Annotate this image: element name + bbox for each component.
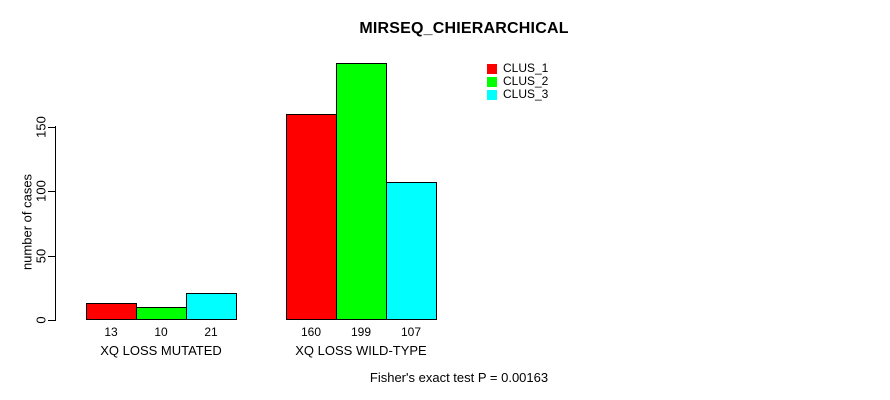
y-tick-label: 0 <box>33 316 49 324</box>
legend-item: CLUS_2 <box>487 75 548 88</box>
legend: CLUS_1 CLUS_2 CLUS_3 <box>487 62 548 101</box>
y-tick-label: 150 <box>33 116 49 138</box>
legend-swatch-clus_3 <box>487 89 497 100</box>
bar-clus_3-group1 <box>186 293 237 320</box>
legend-item: CLUS_3 <box>487 88 548 101</box>
bar-clus_2-group1 <box>136 307 187 320</box>
legend-label: CLUS_3 <box>503 87 549 101</box>
y-axis-tick <box>48 256 55 257</box>
legend-swatch-clus_2 <box>487 76 497 87</box>
bar-clus_1-group1 <box>86 303 137 320</box>
bar-value-label: 107 <box>400 325 422 339</box>
y-axis-tick <box>48 127 55 128</box>
legend-item: CLUS_1 <box>487 62 548 75</box>
x-category-label: XQ LOSS MUTATED <box>100 343 222 358</box>
y-axis-line <box>55 126 56 321</box>
chart-title: MIRSEQ_CHIERARCHICAL <box>359 20 569 37</box>
y-axis-tick <box>48 320 55 321</box>
y-tick-label: 100 <box>33 180 49 202</box>
legend-label: CLUS_1 <box>503 61 549 75</box>
bar-value-label: 13 <box>104 325 118 339</box>
bar-value-label: 10 <box>154 325 168 339</box>
legend-label: CLUS_2 <box>503 74 549 88</box>
bar-value-label: 21 <box>204 325 218 339</box>
bar-clus_2-group2 <box>336 63 387 320</box>
x-category-label: XQ LOSS WILD-TYPE <box>295 343 427 358</box>
y-axis-tick <box>48 191 55 192</box>
bar-clus_1-group2 <box>286 114 337 320</box>
bar-value-label: 199 <box>350 325 372 339</box>
y-tick-label: 50 <box>33 248 49 264</box>
legend-swatch-clus_1 <box>487 63 497 74</box>
bar-clus_3-group2 <box>386 182 437 320</box>
footnote: Fisher's exact test P = 0.00163 <box>369 370 549 385</box>
bar-value-label: 160 <box>300 325 322 339</box>
